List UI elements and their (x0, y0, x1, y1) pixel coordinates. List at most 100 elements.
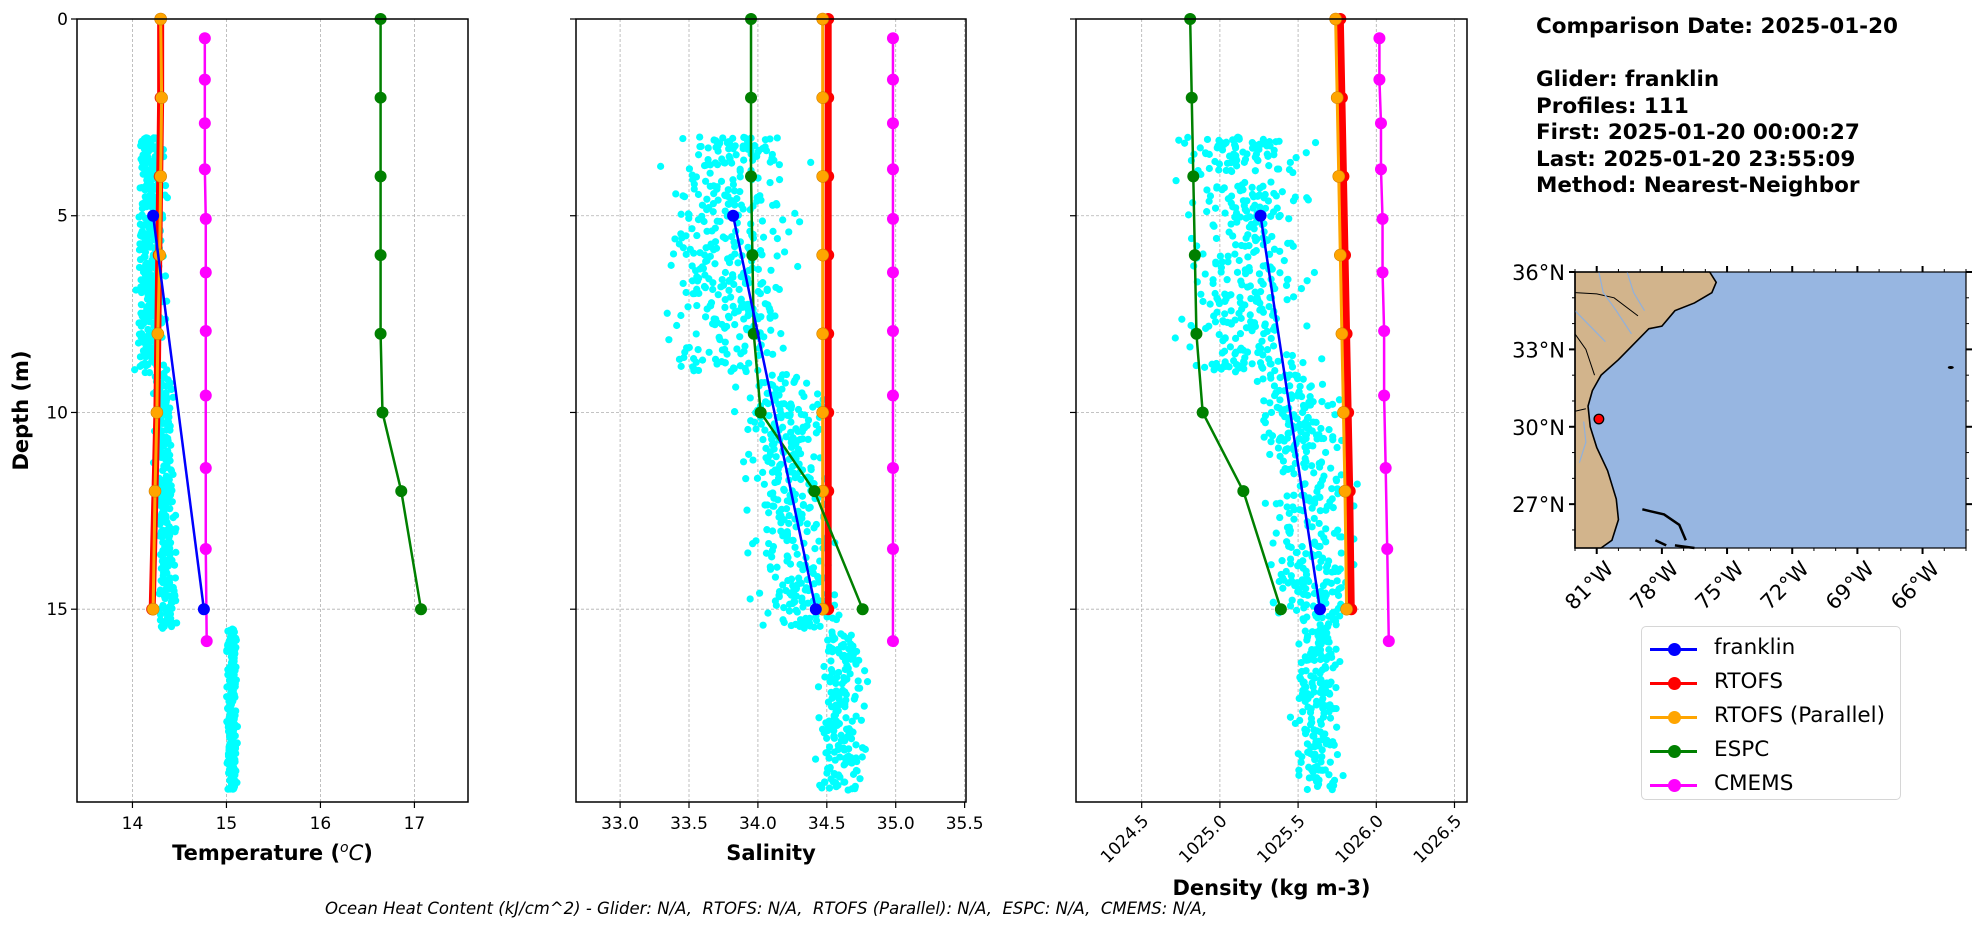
glider-scatter-point (1224, 258, 1232, 266)
glider-scatter-point (1255, 270, 1264, 278)
series-point-franklin (197, 603, 210, 616)
glider-scatter-point (767, 326, 775, 334)
series-point-cmems (198, 32, 211, 45)
glider-scatter-point (1235, 134, 1243, 142)
glider-scatter-point (703, 205, 711, 214)
glider-scatter-point (1278, 188, 1286, 196)
glider-scatter-point (814, 573, 822, 582)
glider-scatter-point (757, 420, 765, 428)
x-tick-label: 34.0 (739, 814, 777, 834)
glider-scatter-point (1330, 741, 1338, 749)
glider-scatter-point (766, 178, 774, 187)
glider-scatter-point (775, 176, 784, 184)
glider-scatter-point (830, 733, 838, 741)
glider-scatter-point (1321, 663, 1329, 671)
glider-scatter-point (1280, 257, 1288, 265)
series-point-cmems (198, 163, 211, 176)
profile-panel-1: 14 15 16 17 0 5 10 15 Temperature (oC) Depth (m) (9, 10, 469, 865)
glider-scatter-point (1248, 360, 1256, 368)
glider-scatter-point (1186, 343, 1194, 351)
glider-scatter-point (828, 703, 836, 711)
glider-scatter-point (162, 585, 170, 593)
map-lon-label: 75°W (1691, 556, 1749, 614)
glider-scatter-point (1302, 149, 1310, 157)
glider-scatter-point (1308, 628, 1316, 636)
glider-scatter-point (765, 509, 773, 517)
glider-scatter-point (778, 385, 786, 393)
glider-scatter-point (769, 350, 777, 358)
glider-scatter-point (1203, 208, 1211, 216)
glider-scatter-point (173, 619, 181, 627)
series-franklin (1254, 209, 1326, 616)
glider-scatter-point (835, 649, 843, 657)
glider-scatter-point (736, 362, 744, 370)
glider-scatter-point (1210, 312, 1218, 320)
glider-scatter-point (1353, 480, 1361, 488)
glider-scatter-point (839, 687, 847, 695)
series-point-rtofs_parallel (816, 170, 829, 183)
glider-scatter-point (1247, 294, 1255, 303)
glider-scatter-point (800, 624, 808, 632)
glider-scatter-point (804, 435, 812, 444)
glider-scatter-point (1261, 190, 1269, 199)
glider-scatter-point (849, 642, 857, 650)
glider-scatter-point (1310, 674, 1319, 682)
glider-scatter-point (1295, 388, 1303, 396)
glider-scatter-point (780, 485, 788, 493)
series-point-rtofs_parallel (1338, 484, 1352, 498)
glider-scatter-point (1327, 579, 1335, 587)
glider-scatter-point (694, 216, 703, 224)
glider-scatter-point (694, 151, 703, 159)
series-point-cmems (199, 461, 212, 474)
glider-scatter-point (1281, 465, 1289, 473)
glider-scatter-point (718, 275, 726, 284)
series-line-rtofs_parallel (151, 18, 164, 610)
glider-scatter-point (772, 385, 780, 393)
glider-scatter-point (773, 563, 781, 571)
glider-scatter-point (1244, 253, 1252, 261)
glider-scatter-point (768, 371, 776, 379)
glider-scatter-point (830, 727, 838, 735)
glider-scatter-point (826, 673, 834, 681)
glider-scatter-point (168, 604, 176, 613)
glider-scatter-point (1263, 346, 1272, 354)
glider-scatter-point (1208, 360, 1216, 368)
series-point-cmems (199, 389, 212, 402)
glider-scatter-point (781, 379, 789, 387)
glider-scatter-point (1209, 221, 1217, 229)
glider-scatter-point (721, 338, 729, 346)
glider-scatter-point (757, 196, 765, 204)
glider-scatter-point (1211, 204, 1220, 212)
glider-scatter-point (169, 597, 177, 605)
glider-scatter-point (1316, 669, 1324, 677)
glider-scatter-point (825, 717, 834, 725)
glider-scatter-point (701, 313, 710, 321)
glider-scatter-point (770, 494, 778, 502)
glider-scatter-point (807, 158, 815, 166)
glider-scatter-point (1261, 499, 1269, 507)
glider-scatter-point (232, 707, 240, 715)
glider-scatter-point (1241, 155, 1250, 163)
glider-scatter-point (1288, 596, 1296, 604)
glider-scatter-point (139, 335, 148, 343)
glider-scatter-point (777, 330, 785, 338)
river (1578, 421, 1587, 464)
glider-position-marker (1593, 413, 1605, 425)
glider-scatter-point (1304, 703, 1312, 711)
x-tick-label: 14 (122, 814, 144, 834)
glider-scatter-point (1299, 359, 1307, 367)
glider-scatter-point (1316, 679, 1324, 687)
glider-scatter-point (696, 142, 704, 151)
glider-scatter-point (1276, 211, 1284, 220)
glider-scatter-point (141, 368, 149, 377)
x-tick-label: 34.5 (808, 814, 846, 834)
glider-scatter-point (1319, 581, 1327, 590)
glider-scatter-point (690, 249, 698, 257)
glider-scatter-point (1206, 300, 1214, 308)
glider-scatter-point (1260, 330, 1268, 338)
info-panel: Comparison Date: 2025-01-20 Glider: frank… (1536, 14, 1898, 200)
glider-scatter-point (835, 720, 843, 728)
series-point-cmems (1379, 461, 1392, 474)
glider-scatter-point (1283, 538, 1291, 546)
glider-scatter-point (818, 784, 826, 792)
